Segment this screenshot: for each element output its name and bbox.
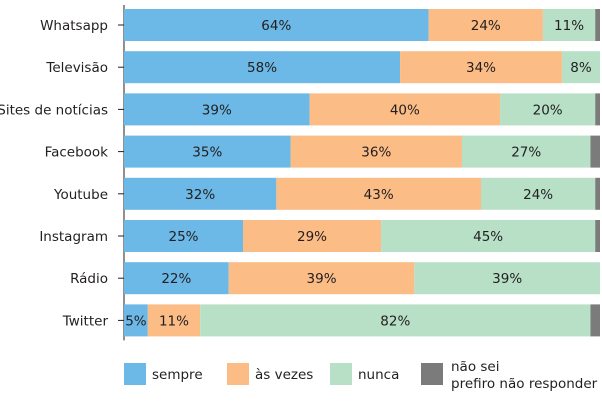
data-label: 40%	[390, 102, 420, 118]
bar-segment-instagram-sempre	[124, 220, 243, 252]
bar-segment-televisao-nunca	[561, 51, 600, 84]
bar-segment-twitter-as-vezes	[147, 304, 201, 337]
data-label: 82%	[380, 313, 410, 329]
data-label: 35%	[192, 145, 222, 161]
data-label: 24%	[471, 18, 501, 34]
bar-segment-radio-nunca	[414, 262, 600, 295]
legend-label-as-vezes: às vezes	[255, 367, 313, 383]
bar-segment-instagram-as-vezes	[243, 220, 382, 252]
data-label: 45%	[473, 229, 503, 245]
bar-segment-radio-sempre	[124, 262, 229, 295]
data-label: 29%	[297, 229, 327, 245]
bar-segment-whatsapp-as-vezes	[428, 9, 543, 41]
data-label: 20%	[533, 102, 563, 118]
data-label: 43%	[364, 187, 394, 203]
bar-segment-youtube-nunca	[481, 177, 596, 210]
bar-segment-sites-de-noticias-as-vezes	[309, 93, 501, 126]
bar-segment-sites-de-noticias-sempre	[124, 93, 310, 126]
bar-segment-whatsapp-nunca	[542, 9, 596, 41]
data-label: 25%	[168, 229, 198, 245]
data-label: 11%	[159, 313, 189, 329]
bar-segment-sites-de-noticias-nunca	[500, 93, 596, 126]
data-label: 32%	[185, 187, 215, 203]
bar-segment-youtube-nao-sei	[595, 177, 600, 210]
bar-segment-youtube-as-vezes	[276, 177, 481, 210]
data-label: 11%	[554, 18, 584, 34]
legend-label-sempre: sempre	[152, 367, 203, 383]
legend-label-nao-sei: não sei prefiro não responder	[451, 359, 598, 392]
plot-area: Whatsapp 64% 24% 11% Televisão 58% 34% 8% Sites …	[0, 5, 600, 341]
bar-segment-instagram-nao-sei	[595, 220, 600, 252]
category-label-instagram: Instagram	[39, 229, 108, 245]
data-label: 5%	[125, 313, 147, 329]
legend-swatch-as-vezes	[227, 363, 249, 385]
data-label: 24%	[523, 187, 553, 203]
legend-swatch-sempre	[124, 363, 146, 385]
data-label: 34%	[466, 60, 496, 76]
data-label: 64%	[261, 18, 291, 34]
category-label-youtube: Youtube	[53, 187, 108, 203]
data-label: 39%	[202, 102, 232, 118]
legend: sempre às vezes nunca não sei prefiro não re…	[124, 359, 598, 392]
data-label: 8%	[570, 60, 592, 76]
data-label: 27%	[511, 145, 541, 161]
legend-label-nunca: nunca	[358, 367, 399, 383]
bar-segment-televisao-as-vezes	[400, 51, 562, 84]
category-label-televisao: Televisão	[45, 60, 108, 76]
bar-segment-facebook-as-vezes	[290, 135, 462, 168]
data-label: 22%	[161, 271, 191, 287]
data-label: 36%	[361, 145, 391, 161]
bar-segment-twitter-nunca	[200, 304, 591, 337]
category-label-facebook: Facebook	[45, 145, 109, 161]
bar-segment-facebook-nunca	[461, 135, 591, 168]
category-label-sites-de-noticias: Sites de notícias	[0, 102, 108, 118]
bar-segment-instagram-nunca	[381, 220, 596, 252]
legend-swatch-nunca	[330, 363, 352, 385]
category-label-twitter: Twitter	[62, 313, 109, 329]
data-label: 58%	[247, 60, 277, 76]
data-label: 39%	[492, 271, 522, 287]
legend-swatch-nao-sei	[421, 363, 443, 385]
bar-segment-twitter-sempre	[124, 304, 148, 337]
bar-segment-televisao-sempre	[124, 51, 401, 84]
category-label-whatsapp: Whatsapp	[40, 18, 108, 34]
bar-segment-twitter-nao-sei	[590, 304, 600, 337]
bar-segment-whatsapp-sempre	[124, 9, 429, 41]
bar-segment-youtube-sempre	[124, 177, 277, 210]
bar-segment-facebook-nao-sei	[590, 135, 600, 168]
bar-segment-facebook-sempre	[124, 135, 291, 168]
bar-segment-whatsapp-nao-sei	[595, 9, 600, 41]
category-label-radio: Rádio	[70, 271, 108, 287]
bar-segment-radio-as-vezes	[228, 262, 415, 295]
bar-segment-sites-de-noticias-nao-sei	[595, 93, 600, 126]
data-label: 39%	[307, 271, 337, 287]
